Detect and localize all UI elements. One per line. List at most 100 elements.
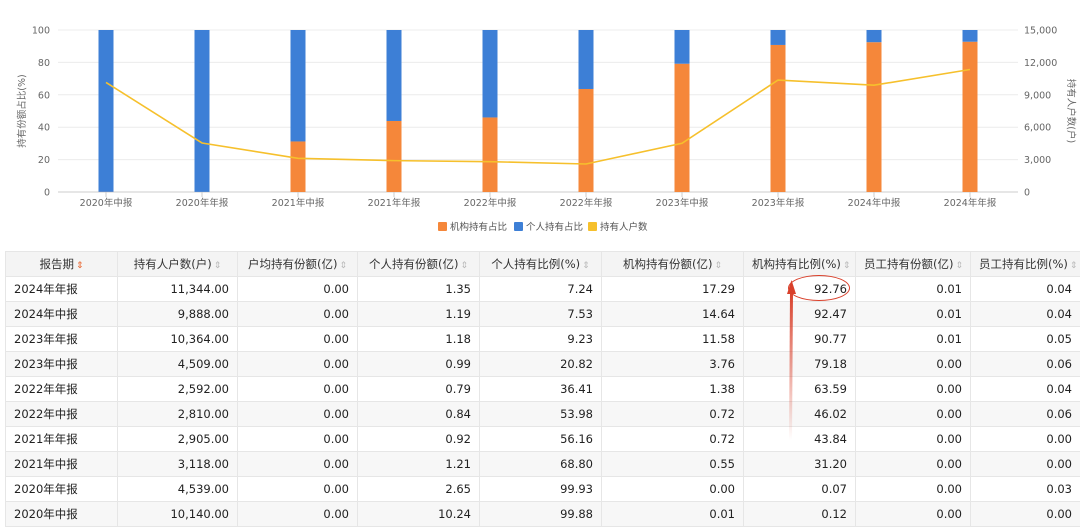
chart-legend[interactable]: 机构持有占比个人持有占比持有人户数 bbox=[438, 221, 648, 233]
table-cell: 10,364.00 bbox=[118, 327, 238, 352]
column-header-label: 报告期 bbox=[39, 257, 74, 271]
table-cell: 2021年中报 bbox=[6, 452, 118, 477]
table-cell: 14.64 bbox=[602, 302, 744, 327]
table-cell: 0.00 bbox=[238, 277, 358, 302]
table-cell: 17.29 bbox=[602, 277, 744, 302]
table-cell: 63.59 bbox=[744, 377, 856, 402]
table-cell: 2023年中报 bbox=[6, 352, 118, 377]
table-cell: 99.93 bbox=[480, 477, 602, 502]
column-header[interactable]: 机构持有份额(亿)⇕ bbox=[602, 252, 744, 277]
table-cell: 2,810.00 bbox=[118, 402, 238, 427]
holder-structure-chart: 02040608010003,0006,0009,00012,00015,000… bbox=[0, 0, 1080, 240]
table-cell: 79.18 bbox=[744, 352, 856, 377]
table-cell: 0.00 bbox=[856, 352, 971, 377]
sort-icon[interactable]: ⇕ bbox=[339, 261, 347, 271]
column-header[interactable]: 户均持有份额(亿)⇕ bbox=[238, 252, 358, 277]
sort-icon[interactable]: ⇕ bbox=[214, 261, 222, 271]
chart-bars bbox=[99, 30, 978, 192]
table-cell: 3.76 bbox=[602, 352, 744, 377]
table-cell: 10,140.00 bbox=[118, 502, 238, 527]
y-right-tick-label: 15,000 bbox=[1024, 26, 1057, 37]
sort-icon[interactable]: ⇕ bbox=[582, 261, 590, 271]
table-cell: 0.00 bbox=[971, 452, 1080, 477]
bar-机构持有占比 bbox=[387, 121, 402, 192]
column-header[interactable]: 机构持有比例(%)⇕ bbox=[744, 252, 856, 277]
table-cell: 20.82 bbox=[480, 352, 602, 377]
line-持有人户数 bbox=[106, 69, 970, 164]
bar-个人持有占比 bbox=[963, 30, 978, 42]
column-header[interactable]: 报告期⇕ bbox=[6, 252, 118, 277]
column-header[interactable]: 个人持有份额(亿)⇕ bbox=[358, 252, 480, 277]
table-cell: 1.19 bbox=[358, 302, 480, 327]
table-cell: 2,592.00 bbox=[118, 377, 238, 402]
column-header-label: 机构持有份额(亿) bbox=[623, 257, 712, 271]
sort-icon[interactable]: ⇕ bbox=[955, 261, 963, 271]
table-cell: 2,905.00 bbox=[118, 427, 238, 452]
table-cell: 2022年年报 bbox=[6, 377, 118, 402]
legend-swatch bbox=[588, 222, 597, 231]
table-cell: 10.24 bbox=[358, 502, 480, 527]
table-cell: 0.04 bbox=[971, 377, 1080, 402]
column-header[interactable]: 持有人户数(户)⇕ bbox=[118, 252, 238, 277]
table-cell: 0.99 bbox=[358, 352, 480, 377]
holder-table: 报告期⇕持有人户数(户)⇕户均持有份额(亿)⇕个人持有份额(亿)⇕个人持有比例(… bbox=[5, 251, 1080, 527]
bar-机构持有占比 bbox=[291, 141, 306, 192]
chart-axes: 02040608010003,0006,0009,00012,00015,000… bbox=[16, 26, 1077, 210]
sort-icon[interactable]: ⇕ bbox=[843, 261, 851, 271]
legend-label: 机构持有占比 bbox=[450, 221, 507, 233]
bar-机构持有占比 bbox=[579, 89, 594, 192]
table-cell: 0.00 bbox=[238, 452, 358, 477]
bar-机构持有占比 bbox=[867, 42, 882, 192]
table-cell: 0.00 bbox=[238, 402, 358, 427]
table-cell: 0.00 bbox=[238, 302, 358, 327]
sort-icon[interactable]: ⇕ bbox=[76, 261, 84, 271]
table-cell: 0.04 bbox=[971, 302, 1080, 327]
table-cell: 99.88 bbox=[480, 502, 602, 527]
table-cell: 43.84 bbox=[744, 427, 856, 452]
sort-icon[interactable]: ⇕ bbox=[1070, 261, 1078, 271]
column-header[interactable]: 员工持有份额(亿)⇕ bbox=[856, 252, 971, 277]
table-cell: 0.00 bbox=[856, 402, 971, 427]
table-cell: 11.58 bbox=[602, 327, 744, 352]
column-header[interactable]: 个人持有比例(%)⇕ bbox=[480, 252, 602, 277]
table-cell: 1.35 bbox=[358, 277, 480, 302]
table-cell: 36.41 bbox=[480, 377, 602, 402]
table-cell: 0.00 bbox=[856, 452, 971, 477]
bar-个人持有占比 bbox=[291, 30, 306, 141]
table-cell: 0.06 bbox=[971, 402, 1080, 427]
table-cell: 0.00 bbox=[971, 502, 1080, 527]
sort-icon[interactable]: ⇕ bbox=[460, 261, 468, 271]
table-cell: 90.77 bbox=[744, 327, 856, 352]
y-left-tick-label: 100 bbox=[32, 26, 50, 37]
bar-个人持有占比 bbox=[771, 30, 786, 45]
table-cell: 0.00 bbox=[602, 477, 744, 502]
y-right-axis-title: 持有人户数(户) bbox=[1065, 79, 1077, 143]
y-left-tick-label: 0 bbox=[44, 188, 50, 199]
table-cell: 0.00 bbox=[856, 502, 971, 527]
column-header[interactable]: 员工持有比例(%)⇕ bbox=[971, 252, 1080, 277]
table-cell: 0.00 bbox=[238, 377, 358, 402]
table-cell: 0.00 bbox=[238, 352, 358, 377]
table-cell: 9.23 bbox=[480, 327, 602, 352]
table-cell: 0.00 bbox=[238, 327, 358, 352]
x-tick-label: 2020年年报 bbox=[176, 197, 229, 209]
table-cell: 4,509.00 bbox=[118, 352, 238, 377]
table-cell: 4,539.00 bbox=[118, 477, 238, 502]
x-tick-label: 2024年中报 bbox=[848, 197, 901, 209]
bar-个人持有占比 bbox=[675, 30, 690, 64]
table-cell: 0.00 bbox=[238, 502, 358, 527]
table-cell: 0.03 bbox=[971, 477, 1080, 502]
x-tick-label: 2021年中报 bbox=[272, 197, 325, 209]
legend-swatch bbox=[438, 222, 447, 231]
table-cell: 2023年年报 bbox=[6, 327, 118, 352]
bar-个人持有占比 bbox=[195, 30, 210, 192]
table-cell: 1.18 bbox=[358, 327, 480, 352]
sort-icon[interactable]: ⇕ bbox=[714, 261, 722, 271]
